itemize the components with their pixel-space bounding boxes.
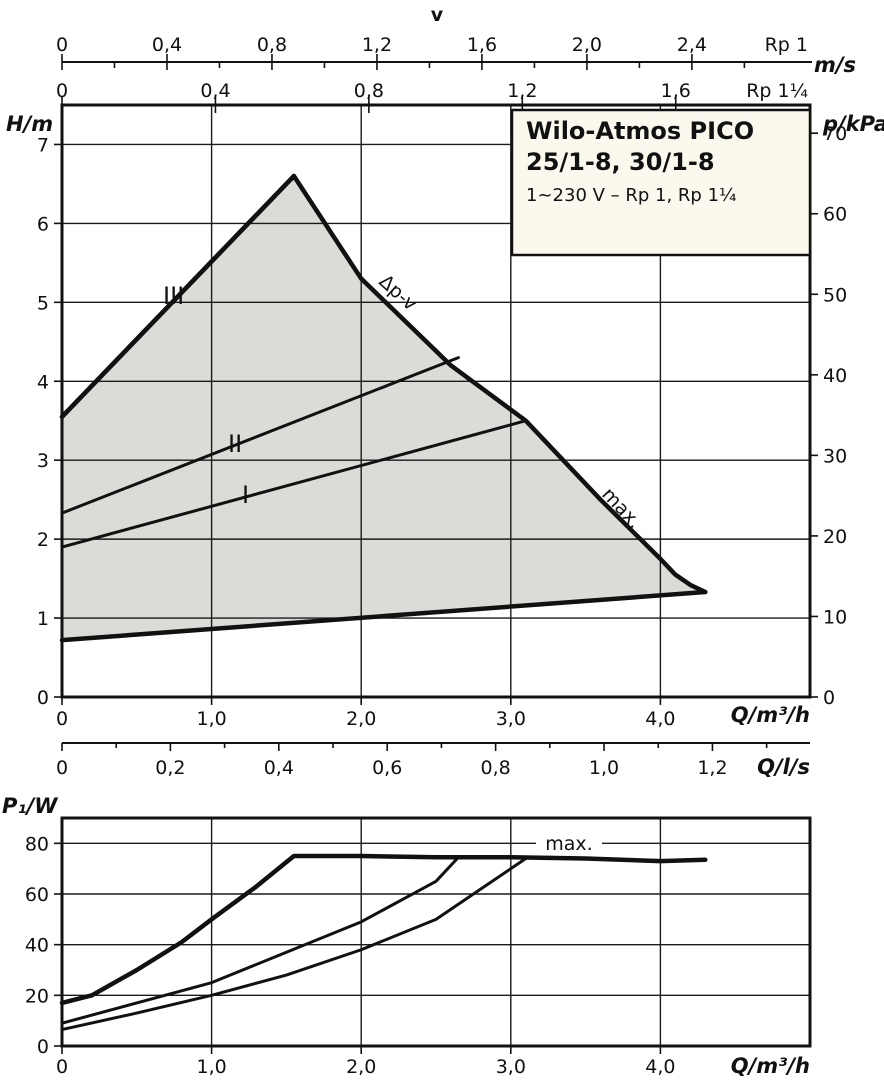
pressure-axis-label: p/kPa [822,112,884,136]
pressure-tick-label: 60 [823,204,847,226]
velocity-unit-label: m/s [814,53,856,77]
flow-axis-label-bottom: Q/m³/h [731,1054,810,1078]
head-curve-min [59,589,708,643]
legend-model: 25/1-8, 30/1-8 [526,148,715,176]
head-y-tick-label: 3 [37,450,49,472]
head-y-tick-label: 0 [37,687,49,709]
velocity-tick-label: 2,4 [677,34,707,56]
legend-title: Wilo-Atmos PICO [526,117,754,145]
power-y-tick-label: 80 [25,833,49,855]
head-curve-max [59,173,708,595]
power-plot: 0 1,0 2,0 3,0 4,0 0 20 40 60 80 [25,816,812,1078]
power-x-tick-label: 4,0 [645,1056,675,1078]
pressure-tick-label: 20 [823,526,847,548]
power-axis-label: P₁/W [2,794,58,818]
pressure-tick-label: 40 [823,365,847,387]
head-y-tick-label: 6 [37,213,49,235]
power-y-tick-label: 0 [37,1036,49,1058]
head-y-tick-label: 4 [37,371,49,393]
velocity-axis-rp114: 0 0,4 0,8 1,2 1,6 [56,80,810,113]
velocity-axis-rp114-label: Rp 1¼ [746,80,808,102]
flow-axis-ls: 0 0,2 0,4 0,6 0,8 1,0 1,2 [56,742,810,779]
velocity-tick-label: 0,4 [152,34,182,56]
power-curve-I [60,857,528,1032]
power-x-tick-label: 2,0 [346,1056,376,1078]
head-curve-II [60,356,460,515]
power-x-tick-label: 0 [56,1056,68,1078]
pressure-tick-label: 30 [823,445,847,467]
head-curve-I [60,419,528,549]
power-curve-II [60,855,460,1025]
operating-area [62,176,706,641]
head-x-tick-label: 0 [56,708,68,730]
head-plot-frame [60,103,812,699]
velocity-tick-label: 0 [56,80,68,102]
head-x-tick-label: 1,0 [196,708,226,730]
velocity-tick-label: 1,6 [661,80,691,102]
head-y-tick-label: 1 [37,608,49,630]
power-y-tick-label: 60 [25,884,49,906]
velocity-tick-label: 2,0 [572,34,602,56]
flow-tick-label: 0,4 [264,757,294,779]
power-x-tick-label: 1,0 [196,1056,226,1078]
velocity-tick-label: 1,2 [507,80,537,102]
pressure-tick-label: 70 [823,123,847,145]
flow-axis-ls-label: Q/l/s [757,755,810,779]
flow-tick-label: 0,8 [481,757,511,779]
velocity-axis-rp1-label: Rp 1 [765,34,808,56]
curve-label-II: II [228,430,242,458]
flow-tick-label: 0,2 [155,757,185,779]
curve-label-I: I [242,481,249,509]
head-x-tick-label: 2,0 [346,708,376,730]
velocity-tick-label: 1,6 [467,34,497,56]
pressure-tick-label: 10 [823,606,847,628]
velocity-tick-label: 0,8 [257,34,287,56]
head-x-tick-label: 3,0 [496,708,526,730]
flow-tick-label: 1,2 [697,757,727,779]
power-curve-label-max: max. [545,833,592,855]
power-label-backdrop [536,830,602,854]
velocity-tick-label: 0 [56,34,68,56]
power-y-tick-label: 40 [25,935,49,957]
head-x-tick-label: 4,0 [645,708,675,730]
power-curve-max [59,853,708,1006]
pressure-tick-label: 0 [823,687,835,709]
velocity-tick-label: 1,2 [362,34,392,56]
head-y-tick-label: 2 [37,529,49,551]
pressure-tick-label: 50 [823,284,847,306]
flow-tick-label: 0 [56,757,68,779]
power-x-tick-label: 3,0 [496,1056,526,1078]
curve-label-III: III [163,282,184,310]
velocity-axis-rp1: 0 0,4 0,8 1,2 1,6 2,0 2,4 [56,34,812,70]
flow-tick-label: 0,6 [372,757,402,779]
head-y-tick-label: 5 [37,292,49,314]
head-axis-label: H/m [6,112,53,136]
flow-tick-label: 1,0 [589,757,619,779]
velocity-tick-label: 0,4 [200,80,230,102]
velocity-tick-label: 0,8 [354,80,384,102]
power-plot-frame [60,816,812,1048]
legend-spec: 1~230 V – Rp 1, Rp 1¼ [526,185,736,206]
head-y-tick-label: 7 [37,134,49,156]
head-curve-III [59,173,297,420]
legend-box: Wilo-Atmos PICO 25/1-8, 30/1-8 1~230 V –… [510,108,812,257]
flow-axis-label-top: Q/m³/h [731,703,810,727]
power-y-tick-label: 20 [25,985,49,1007]
velocity-axis-label: v [431,4,444,26]
